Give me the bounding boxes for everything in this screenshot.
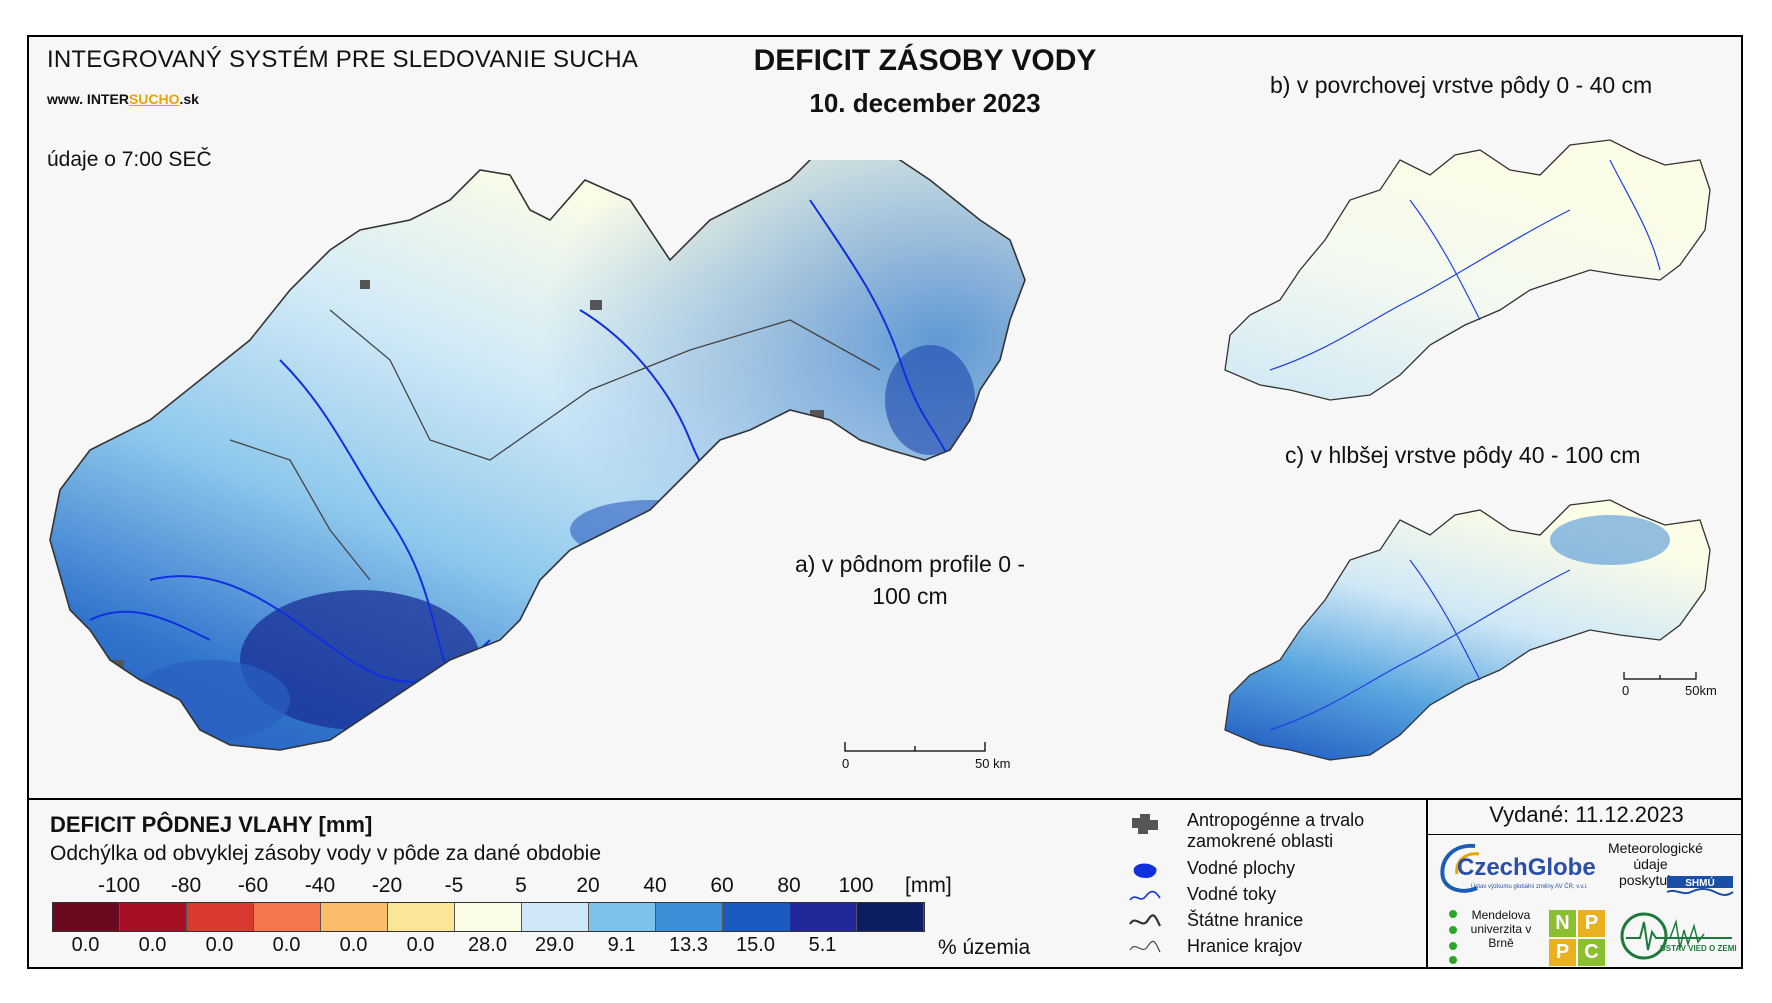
state-border-icon (1129, 914, 1161, 927)
legend-swatch (455, 903, 522, 931)
scale-bar-small (1623, 672, 1697, 680)
map-b-label: b) v povrchovej vrstve pôdy 0 - 40 cm (1270, 72, 1653, 98)
main-map (49, 160, 1026, 751)
legend-break-label: 5 (515, 874, 527, 897)
legend-percent-value: 5.1 (808, 934, 837, 956)
legend-swatch (857, 903, 924, 931)
urban-area-icon (1132, 814, 1158, 834)
symbol-water-bodies: Vodné plochy (1128, 858, 1418, 884)
legend-title: DEFICIT PÔDNEJ VLAHY [mm] (50, 812, 373, 837)
legend-swatch (522, 903, 589, 931)
issued-date: Vydané: 11.12.2023 (1489, 802, 1684, 827)
legend-swatch (321, 903, 388, 931)
legend-percent-value: 0.0 (339, 934, 368, 956)
legend-swatch (187, 903, 254, 931)
map-b (1224, 139, 1711, 401)
legend-percent-value: 0.0 (205, 934, 234, 956)
time-note: údaje o 7:00 SEČ (47, 148, 212, 171)
water-body-icon (1133, 863, 1157, 878)
npc-c: C (1578, 939, 1605, 966)
map-date: 10. december 2023 (809, 88, 1041, 118)
uvz-name: ÚSTAV VIED O ZEMI (1660, 944, 1737, 953)
npc-n: N (1549, 910, 1576, 937)
system-title: INTEGROVANÝ SYSTÉM PRE SLEDOVANIE SUCHA (47, 46, 639, 73)
legend-break-label: 60 (710, 874, 734, 897)
legend-percent-value: 0.0 (272, 934, 301, 956)
uvz-logo: ÚSTAV VIED O ZEMI (1620, 904, 1737, 968)
website-link[interactable]: www. INTERSUCHO.sk (47, 91, 199, 107)
shmu-logo-icon: SHMÚ (1666, 876, 1734, 896)
scale-bar-main (844, 742, 986, 752)
npc-logo: N P P C (1549, 910, 1605, 966)
page-title: DEFICIT ZÁSOBY VODY (753, 44, 1097, 77)
scale-small-end: 50km (1685, 683, 1717, 698)
mendel-logo: Mendelova univerzita v Brně (1449, 908, 1536, 964)
legend-swatch (656, 903, 723, 931)
legend-unit: [mm] (905, 874, 952, 897)
uvz-seismo-icon (1620, 912, 1732, 960)
npc-p2: P (1549, 939, 1576, 966)
legend-break-label: -80 (170, 874, 202, 897)
symbol-urban: Antropogénne a trvalo zamokrené oblasti (1128, 810, 1418, 851)
region-border-icon (1129, 940, 1161, 953)
scale-small-start: 0 (1622, 683, 1630, 698)
map-a-label: a) v pôdnom profile 0 - 100 cm (794, 551, 1026, 609)
legend-percent-value: 0.0 (138, 934, 167, 956)
symbol-rivers: Vodné toky (1128, 884, 1418, 910)
mendel-dots-icon (1449, 910, 1457, 964)
czechglobe-name: CzechGlobe (1457, 854, 1596, 881)
legend-break-label: 80 (777, 874, 801, 897)
legend-percent-value: 28.0 (468, 934, 507, 956)
legend-percent-value: 29.0 (535, 934, 574, 956)
legend-break-label: -60 (237, 874, 269, 897)
legend-divider (27, 798, 1743, 800)
svg-text:SHMÚ: SHMÚ (1685, 876, 1714, 889)
legend-swatch (53, 903, 120, 931)
legend-percent-value: 9.1 (607, 934, 636, 956)
scale-main-end: 50 km (975, 756, 1011, 771)
map-c (1224, 499, 1711, 761)
symbol-state-border: Štátne hranice (1128, 910, 1418, 936)
legend-break-label: -100 (97, 874, 141, 897)
map-c-label: c) v hlbšej vrstve pôdy 40 - 100 cm (1285, 442, 1641, 468)
legend-color-bar (52, 902, 925, 932)
scale-main-start: 0 (842, 756, 850, 771)
legend-percent-value: 0.0 (71, 934, 100, 956)
symbol-region-border: Hranice krajov (1128, 936, 1418, 962)
river-icon (1129, 890, 1161, 901)
footer-divider (1426, 798, 1428, 969)
percent-unit: % územia (938, 936, 1031, 959)
issued-divider (1426, 834, 1743, 835)
legend-break-label: 20 (576, 874, 600, 897)
legend-subtitle: Odchýlka od obvyklej zásoby vody v pôde … (50, 842, 602, 865)
legend-break-label: -20 (371, 874, 403, 897)
czechglobe-swoosh-icon (1440, 843, 1480, 893)
legend-swatch (254, 903, 321, 931)
npc-p1: P (1578, 910, 1605, 937)
legend-break-label: -5 (444, 874, 464, 897)
legend-swatch (120, 903, 187, 931)
meteo-note: Meteorologické údaje poskytuje: (1608, 840, 1703, 888)
legend-break-label: 40 (643, 874, 667, 897)
legend-percent-value: 15.0 (736, 934, 775, 956)
legend-swatch (388, 903, 455, 931)
legend-swatch (723, 903, 790, 931)
legend-swatch (790, 903, 857, 931)
czechglobe-logo: CzechGlobe Ústav výzkumu globální změny … (1435, 838, 1605, 906)
legend-break-label: -40 (304, 874, 336, 897)
czechglobe-subtitle: Ústav výzkumu globální změny AV ČR, v.v.… (1471, 884, 1588, 890)
legend-percent-value: 0.0 (406, 934, 435, 956)
legend-swatch (589, 903, 656, 931)
legend-percent-value: 13.3 (669, 934, 708, 956)
legend-break-label: 100 (838, 874, 874, 897)
